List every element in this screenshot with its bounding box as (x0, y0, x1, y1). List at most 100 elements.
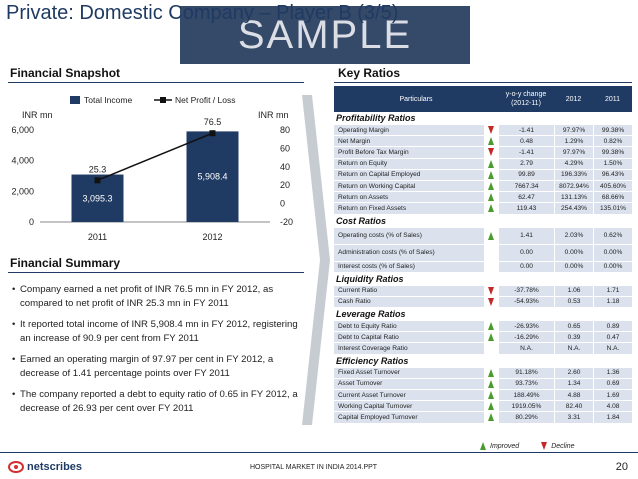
ratio-row: Return on Assets 62.47 131.13% 68.66% (334, 192, 632, 204)
ratio-trend (484, 261, 498, 272)
ratio-row: Working Capital Turnover 1919.05% 82.40 4.0… (334, 401, 632, 413)
ratio-row: Return on Fixed Assets 119.43 254.43% 135.0… (334, 203, 632, 215)
ratio-2011: 0.89 (593, 321, 632, 332)
x-tick-label: 2011 (88, 232, 107, 242)
net-profit-line (97, 132, 213, 182)
ratio-change: 99.89 (498, 169, 554, 180)
footer: netscribes HOSPITAL MARKET IN INDIA 2014… (0, 452, 638, 479)
ratio-2011: N.A. (593, 343, 632, 354)
ratio-row: Profit Before Tax Margin -1.41 97.97% 99.38… (334, 147, 632, 159)
arrow-up-icon (488, 137, 494, 146)
arrow-up-icon (488, 402, 494, 411)
line-value-label: 25.3 (89, 164, 107, 174)
ratio-change: 188.49% (498, 390, 554, 401)
logo-text: netscribes (27, 461, 83, 473)
summary-bullet: It reported total income of INR 5,908.4 … (10, 318, 300, 346)
ratio-2011: 405.60% (593, 180, 632, 192)
ratio-2011: 99.38% (593, 125, 632, 136)
ratio-row: Return on Working Capital 7667.34 8072.94%… (334, 180, 632, 193)
y2-tick-label: 60 (280, 143, 290, 153)
ratio-2011: 1.71 (593, 285, 632, 296)
ratio-trend (484, 125, 498, 136)
y2-tick-label: -20 (280, 217, 293, 227)
ratio-label: Return on Equity (334, 158, 484, 169)
ratio-legend: Improved Decline (480, 442, 575, 450)
ratio-change: -54.93% (498, 296, 554, 308)
ratio-2012: N.A. (554, 343, 593, 354)
ratio-2011: 68.66% (593, 192, 632, 203)
ratio-2012: 254.43% (554, 203, 593, 214)
net-profit-point (209, 130, 216, 137)
ratio-change: 2.79 (498, 158, 554, 169)
ratio-2011: 0.00% (593, 261, 632, 272)
arrow-down-icon (488, 126, 494, 135)
arrow-down-icon (488, 286, 494, 295)
ratio-change: 62.47 (498, 192, 554, 203)
ratio-2012: 1.06 (554, 285, 593, 296)
ratio-2011: 1.50% (593, 158, 632, 169)
ratio-label: Current Asset Turnover (334, 390, 484, 401)
ratio-row: Cash Ratio -54.93% 0.53 1.18 (334, 296, 632, 309)
ratio-label: Return on Fixed Assets (334, 203, 484, 214)
ratio-row: Interest Coverage Ratio N.A. N.A. N.A. (334, 343, 632, 355)
arrow-up-icon (488, 413, 494, 422)
ratio-trend (484, 367, 498, 378)
y-tick-label: 4,000 (11, 156, 34, 166)
summary-bullet: The company reported a debt to equity ra… (10, 388, 300, 416)
key-ratios-table: Particulars y-o-y change (2012-11) 2012 … (334, 86, 632, 424)
ratio-trend (484, 332, 498, 343)
financial-snapshot-heading: Financial Snapshot (10, 66, 121, 80)
ratios-divider (334, 82, 632, 83)
ratio-2012: 1.34 (554, 378, 593, 389)
legend-line-marker (160, 97, 166, 103)
ratio-row: Current Asset Turnover 188.49% 4.88 1.69 (334, 390, 632, 402)
ratio-trend (484, 227, 498, 244)
ratio-2012: 2.60 (554, 367, 593, 378)
netscribes-logo: netscribes (8, 461, 82, 473)
financial-snapshot-chart: INR mn INR mn Total Income Net Profit / Los… (0, 88, 305, 253)
ratio-label: Return on Assets (334, 192, 484, 203)
ratio-change: 80.29% (498, 412, 554, 423)
ratio-change: 91.18% (498, 367, 554, 378)
ratio-label: Debt to Equity Ratio (334, 321, 484, 332)
improved-arrow-icon (480, 442, 486, 450)
col-2012: 2012 (565, 95, 582, 103)
ratio-label: Cash Ratio (334, 296, 484, 308)
ratio-trend (484, 412, 498, 423)
arrow-down-icon (488, 148, 494, 157)
sample-watermark: SAMPLE (180, 6, 470, 64)
ratio-row: Interest costs (% of Sales) 0.00 0.00% 0.00… (334, 261, 632, 273)
y2-tick-label: 0 (280, 199, 285, 209)
ratio-trend (484, 285, 498, 296)
ratio-trend (484, 401, 498, 412)
ratio-row: Debt to Equity Ratio -26.93% 0.65 0.89 (334, 321, 632, 333)
ratio-row: Capital Employed Turnover 80.29% 3.31 1.84 (334, 412, 632, 424)
y-tick-label: 6,000 (11, 125, 34, 135)
ratio-label: Fixed Asset Turnover (334, 367, 484, 378)
y2-tick-label: 20 (280, 180, 290, 190)
arrow-up-icon (488, 159, 494, 168)
legend-bar-swatch (70, 96, 80, 104)
ratio-trend (484, 169, 498, 180)
ratio-label: Debt to Capital Ratio (334, 332, 484, 343)
ratio-2012: 0.53 (554, 296, 593, 308)
ratio-label: Current Ratio (334, 285, 484, 296)
footer-divider (0, 452, 638, 453)
ratio-change: 0.48 (498, 136, 554, 147)
bar-value-label: 3,095.3 (82, 193, 112, 203)
ratio-change: -16.29% (498, 332, 554, 343)
right-axis-unit: INR mn (258, 110, 289, 120)
ratio-change: N.A. (498, 343, 554, 354)
ratio-row: Debt to Capital Ratio -16.29% 0.39 0.47 (334, 332, 632, 344)
ratio-trend (484, 158, 498, 169)
ratio-change: 0.00 (498, 261, 554, 272)
decline-arrow-icon (541, 442, 548, 450)
ratio-label: Return on Capital Employed (334, 169, 484, 180)
ratio-change: 0.00 (498, 244, 554, 261)
legend-improved: Improved (490, 442, 520, 450)
arrow-up-icon (488, 379, 494, 388)
ratio-2012: 1.29% (554, 136, 593, 147)
ratio-2011: 1.18 (593, 296, 632, 308)
ratio-trend (484, 390, 498, 401)
ratio-label: Interest costs (% of Sales) (334, 261, 484, 272)
